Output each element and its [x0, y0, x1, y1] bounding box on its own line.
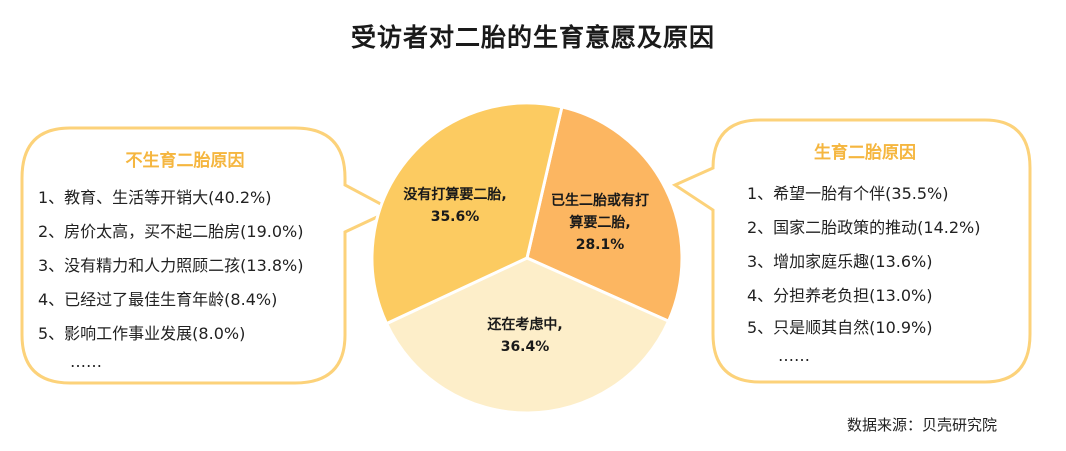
- pie-slice-3: [384, 256, 671, 415]
- right-box-heading: 生育二胎原因: [814, 143, 916, 163]
- pie-labels: 没有打算要二胎, 35.6% 已生二胎或有打算要二胎, 28.1% 还在考虑中, 36.4…: [403, 186, 649, 355]
- right-reason-3: 3、增加家庭乐趣(13.6%): [747, 252, 933, 271]
- chart-title: 受访者对二胎的生育意愿及原因: [350, 23, 715, 52]
- pie-slice-label-3: 还在考虑中, 36.4%: [486, 316, 562, 355]
- left-reason-1: 1、教育、生活等开销大(40.2%): [38, 188, 272, 207]
- right-reason-ellipsis: ……: [778, 346, 810, 365]
- left-reason-3: 3、没有精力和人力照顾二孩(13.8%): [38, 256, 304, 275]
- left-reason-2: 2、房价太高，买不起二胎房(19.0%): [38, 222, 304, 241]
- pie-chart: [370, 101, 684, 415]
- left-callout-box: [20, 126, 396, 385]
- right-reason-5: 5、只是顺其自然(10.9%): [747, 318, 933, 337]
- pie-slice-label-2: 已生二胎或有打算要二胎, 28.1%: [551, 192, 649, 253]
- left-reason-4: 4、已经过了最佳生育年龄(8.4%): [38, 290, 278, 309]
- pie-slice-1: [370, 101, 564, 326]
- right-reason-2: 2、国家二胎政策的推动(14.2%): [747, 218, 981, 237]
- data-source: 数据来源：贝壳研究院: [847, 416, 998, 434]
- left-reason-ellipsis: ……: [70, 352, 102, 371]
- right-callout-box: [671, 118, 1032, 384]
- left-reason-5: 5、影响工作事业发展(8.0%): [38, 324, 246, 343]
- pie-slice-label-1: 没有打算要二胎, 35.6%: [403, 186, 506, 225]
- right-reason-4: 4、分担养老负担(13.0%): [747, 286, 933, 305]
- right-reason-1: 1、希望一胎有个伴(35.5%): [747, 184, 949, 203]
- pie-slice-2: [525, 105, 684, 324]
- left-box-heading: 不生育二胎原因: [125, 151, 245, 171]
